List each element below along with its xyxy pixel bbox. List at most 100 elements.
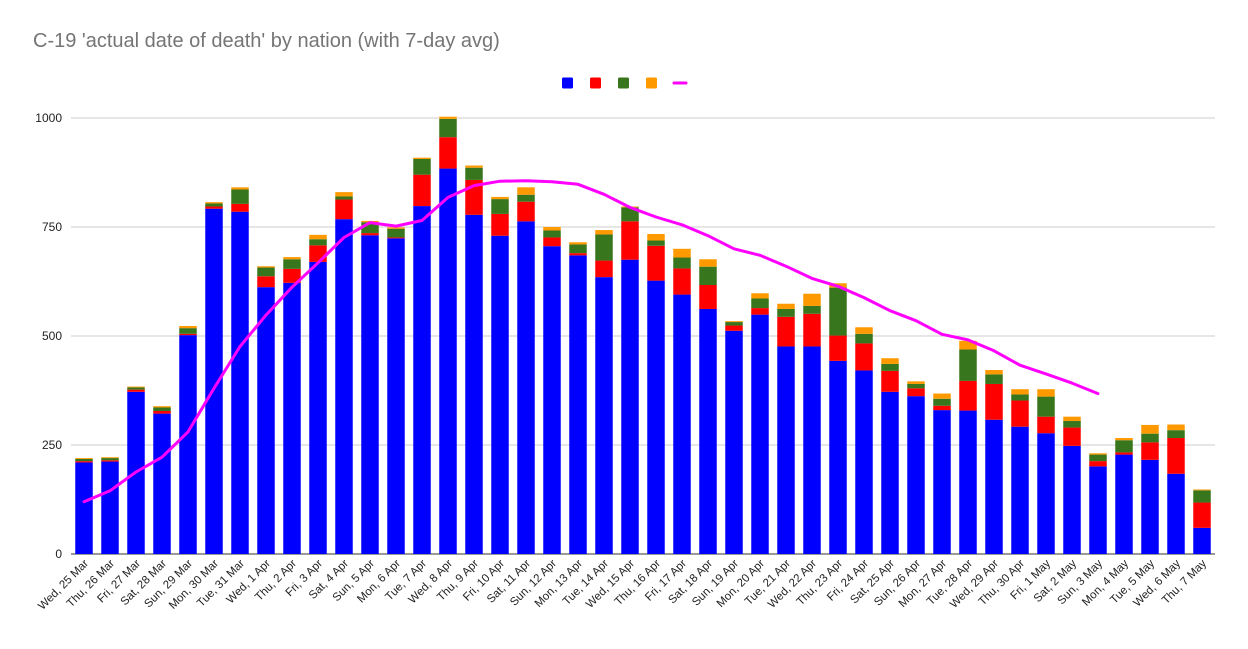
bar-segment-2 [101, 460, 119, 462]
bar-segment-1 [283, 282, 301, 554]
bar-segment-3 [855, 333, 873, 344]
bar-segment-2 [257, 276, 275, 288]
bar-segment-2 [179, 333, 197, 336]
bar-segment-4 [413, 157, 431, 159]
bar-segment-4 [439, 116, 457, 119]
bar-segment-2 [75, 461, 93, 463]
bar-segment-1 [491, 235, 509, 554]
bar-segment-2 [1089, 461, 1107, 467]
bar-segment-3 [907, 383, 925, 389]
bar-segment-4 [1037, 389, 1055, 397]
bar-segment-1 [361, 235, 379, 554]
bar-segment-1 [725, 330, 743, 554]
bar-segment-3 [1115, 440, 1133, 453]
bar-segment-3 [491, 199, 509, 214]
bar-segment-2 [309, 245, 327, 262]
bar-segment-2 [933, 405, 951, 411]
bar-segment-2 [803, 313, 821, 347]
bar-segment-3 [465, 167, 483, 180]
bar-segment-4 [751, 293, 769, 299]
bar-segment-1 [1011, 426, 1029, 554]
bar-segment-2 [387, 237, 405, 239]
bar-segment-4 [491, 196, 509, 200]
y-tick-label: 0 [55, 547, 62, 561]
bar-segment-4 [1167, 424, 1185, 431]
bar-segment-2 [1141, 442, 1159, 460]
bar-segment-1 [231, 211, 249, 555]
bar-segment-1 [1063, 445, 1081, 554]
bar-segment-2 [1115, 452, 1133, 455]
bar-segment-2 [361, 233, 379, 236]
bar-segment-1 [595, 277, 613, 554]
bar-segment-4 [309, 234, 327, 240]
bar-segment-1 [1089, 466, 1107, 554]
bar-segment-3 [1141, 433, 1159, 443]
y-tick-label: 250 [42, 438, 62, 452]
bar-segment-1 [439, 168, 457, 555]
bar-segment-1 [1115, 454, 1133, 554]
bar-segment-4 [855, 327, 873, 334]
bar-segment-3 [335, 196, 353, 200]
y-tick-label: 750 [42, 220, 62, 234]
bar-segment-4 [803, 293, 821, 306]
bar-segment-1 [465, 214, 483, 555]
bar-segment-4 [257, 266, 275, 268]
bar-segment-4 [283, 257, 301, 260]
bar-segment-3 [439, 118, 457, 138]
bar-segment-4 [543, 227, 561, 231]
bar-segment-3 [1193, 490, 1211, 503]
bar-segment-4 [933, 393, 951, 399]
bar-segment-1 [335, 219, 353, 555]
bar-segment-4 [985, 370, 1003, 375]
legend-swatch-3 [618, 77, 629, 89]
bar-segment-3 [127, 387, 145, 390]
bar-segment-2 [907, 388, 925, 397]
bar-segment-3 [153, 407, 171, 411]
bar-segment-2 [413, 174, 431, 207]
legend [562, 77, 688, 89]
bar-segment-1 [543, 246, 561, 554]
bar-segment-4 [1141, 424, 1159, 434]
bar-segment-3 [1089, 454, 1107, 462]
bar-segment-1 [413, 206, 431, 554]
bar-segment-1 [673, 294, 691, 554]
bar-segment-4 [1115, 438, 1133, 441]
bar-segment-3 [829, 287, 847, 336]
bar-segment-4 [725, 321, 743, 323]
bar-segment-1 [309, 261, 327, 554]
bar-segment-1 [699, 308, 717, 554]
bar-segment-1 [751, 314, 769, 554]
bar-segment-1 [959, 410, 977, 554]
bar-segment-2 [569, 253, 587, 256]
bar-segment-4 [1193, 489, 1211, 491]
bar-segment-2 [439, 137, 457, 169]
bar-segment-1 [621, 259, 639, 554]
bar-segment-3 [1037, 396, 1055, 417]
bar-segment-4 [205, 202, 223, 204]
bar-segment-4 [1089, 453, 1107, 455]
bar-segment-4 [465, 165, 483, 168]
bar-segment-2 [725, 325, 743, 331]
bar-segment-2 [777, 316, 795, 347]
bar-segment-3 [309, 239, 327, 246]
bar-segment-3 [933, 398, 951, 406]
bar-segment-3 [569, 244, 587, 254]
legend-swatch-2 [590, 77, 601, 89]
bar-segment-3 [647, 240, 665, 246]
bar-segment-3 [179, 328, 197, 334]
bar-segment-4 [1063, 416, 1081, 422]
bar-segment-1 [881, 391, 899, 554]
bar-segment-4 [907, 381, 925, 384]
bar-segment-1 [153, 413, 171, 554]
bar-segment-2 [829, 335, 847, 361]
bar-segment-1 [1193, 527, 1211, 554]
bar-segment-2 [1063, 427, 1081, 446]
bar-segment-3 [413, 158, 431, 175]
bar-segment-3 [777, 308, 795, 317]
bar-segment-3 [205, 203, 223, 207]
bar-segment-2 [335, 199, 353, 220]
bar-segment-4 [881, 358, 899, 364]
bars [75, 116, 1211, 555]
bar-segment-4 [1011, 389, 1029, 395]
